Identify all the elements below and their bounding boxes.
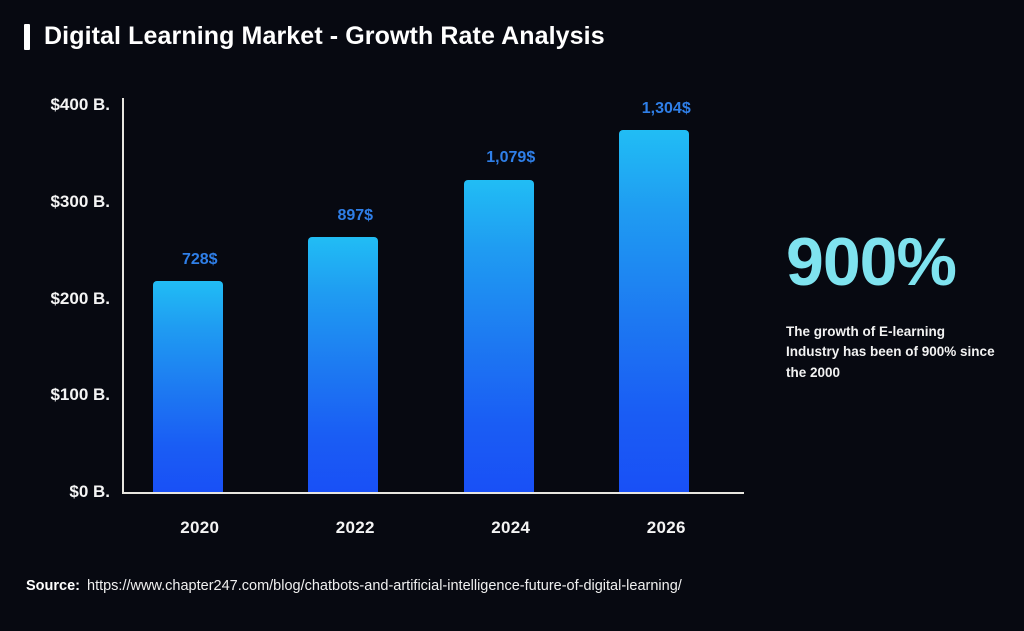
vertical-bar-icon (24, 23, 30, 50)
bar-chart: $0 B. $100 B. $200 B. $300 B. $400 B. 728$ 20… (0, 0, 744, 560)
x-axis-line (122, 492, 744, 494)
bar-value-label: 1,304$ (641, 100, 691, 118)
bar[interactable] (463, 179, 534, 492)
bar-value-label: 897$ (337, 206, 374, 224)
bar-group: 728$ 2020 (125, 0, 275, 560)
y-axis-tick-label: $100 B. (50, 385, 110, 405)
bar-group: 897$ 2022 (280, 0, 430, 560)
y-axis-tick-labels: $0 B. $100 B. $200 B. $300 B. $400 B. (0, 0, 110, 560)
x-axis-tick-label: 2026 (646, 518, 686, 537)
bar[interactable] (152, 281, 223, 492)
source-row: Source: https://www.chapter247.com/blog/… (26, 578, 682, 594)
page-title-row: Digital Learning Market - Growth Rate An… (24, 22, 605, 51)
y-axis-line (122, 98, 124, 494)
bar[interactable] (619, 130, 690, 492)
x-axis-tick-label: 2022 (335, 518, 375, 537)
callout-description: The growth of E-learning Industry has be… (786, 324, 995, 380)
growth-callout: 900% The growth of E-learning Industry h… (786, 228, 1016, 383)
y-axis-tick-label: $300 B. (50, 191, 110, 211)
bar-series: 728$ 2020 897$ 2022 1,079$ 2024 1,304$ 2026 (122, 0, 744, 560)
bar-group: 1,304$ 2026 (591, 0, 741, 560)
page-title: Digital Learning Market - Growth Rate An… (44, 22, 605, 50)
y-axis-tick-label: $200 B. (50, 288, 110, 308)
source-label: Source: (26, 578, 80, 594)
y-axis-tick-label: $400 B. (50, 95, 110, 114)
x-axis-tick-label: 2020 (180, 518, 220, 537)
bar-group: 1,079$ 2024 (436, 0, 586, 560)
x-axis-tick-label: 2024 (491, 518, 531, 537)
callout-figure: 900% (786, 224, 957, 300)
bar-value-label: 1,079$ (486, 149, 536, 167)
bar[interactable] (308, 236, 379, 492)
source-url[interactable]: https://www.chapter247.com/blog/chatbots… (87, 578, 682, 594)
y-axis-tick-label: $0 B. (69, 482, 110, 501)
bar-value-label: 728$ (181, 251, 218, 269)
